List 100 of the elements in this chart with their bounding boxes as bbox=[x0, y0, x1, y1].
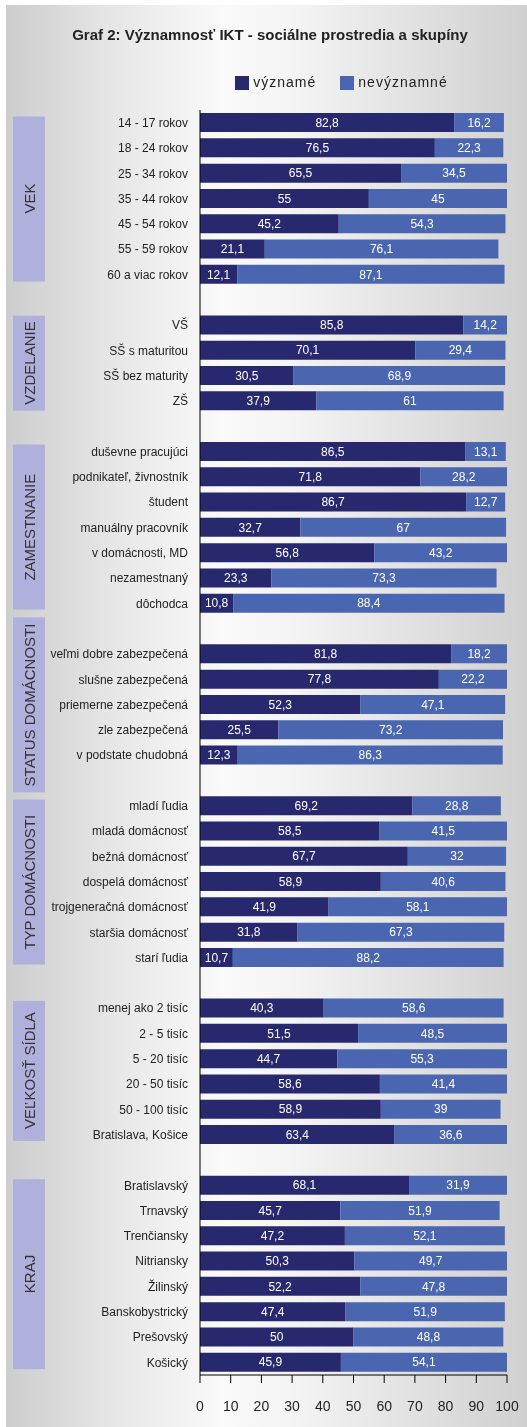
data-label: 73,2 bbox=[378, 723, 403, 737]
x-tick-label: 100 bbox=[495, 1397, 519, 1414]
data-label: 41,9 bbox=[252, 900, 277, 915]
data-label: 22,2 bbox=[461, 672, 485, 687]
data-label: 52,1 bbox=[413, 1229, 437, 1243]
data-label: 49,7 bbox=[419, 1254, 443, 1269]
x-tick-label: 20 bbox=[253, 1397, 270, 1414]
data-label: 77,8 bbox=[307, 672, 332, 687]
y-tick-label: starí ľudia bbox=[135, 950, 189, 965]
data-label: 45,9 bbox=[258, 1355, 283, 1370]
data-label: 40,6 bbox=[431, 874, 456, 889]
data-label: 36,6 bbox=[439, 1127, 463, 1142]
data-label: 85,8 bbox=[320, 318, 344, 333]
group-label-box: ZAMESTNANIE bbox=[13, 444, 45, 610]
y-tick-label: 18 - 24 rokov bbox=[117, 141, 188, 156]
data-label: 16,2 bbox=[467, 115, 492, 130]
data-label: 28,8 bbox=[444, 798, 469, 813]
data-label: 67,3 bbox=[389, 925, 413, 940]
y-tick-label: Žilinský bbox=[147, 1278, 188, 1294]
y-tick-label: Bratislavský bbox=[123, 1178, 188, 1193]
y-tick-label: menej ako 2 tisíc bbox=[97, 1001, 188, 1016]
y-tick-label: dôchodca bbox=[135, 596, 189, 611]
y-tick-label: 60 a viac rokov bbox=[107, 267, 188, 282]
data-label: 58,9 bbox=[278, 1102, 303, 1117]
legend-label: významé bbox=[253, 74, 317, 90]
data-label: 12,7 bbox=[473, 495, 498, 510]
data-label: 41,4 bbox=[431, 1077, 456, 1092]
data-label: 54,1 bbox=[412, 1355, 436, 1370]
data-label: 44,7 bbox=[256, 1051, 281, 1066]
x-tick-label: 90 bbox=[468, 1397, 485, 1414]
group-label-box: VZDELANIE bbox=[13, 315, 45, 411]
data-label: 55 bbox=[277, 191, 292, 206]
data-label: 50,3 bbox=[265, 1254, 290, 1269]
y-tick-label: 50 - 100 tisíc bbox=[119, 1102, 188, 1117]
data-label: 52,2 bbox=[268, 1279, 293, 1294]
x-tick-label: 0 bbox=[196, 1397, 205, 1414]
y-tick-label: 35 - 44 rokov bbox=[117, 191, 188, 206]
y-tick-label: Trnavský bbox=[139, 1203, 188, 1218]
data-label: 81,8 bbox=[313, 647, 338, 662]
data-label: 52,3 bbox=[268, 697, 293, 712]
y-tick-label: Bratislava, Košice bbox=[92, 1127, 189, 1142]
y-tick-label: Košický bbox=[146, 1355, 188, 1370]
data-label: 10,7 bbox=[204, 950, 229, 965]
y-tick-label: 25 - 34 rokov bbox=[117, 166, 188, 181]
data-label: 51,9 bbox=[413, 1304, 438, 1319]
x-tick-label: 80 bbox=[437, 1397, 454, 1414]
y-tick-label: Prešovský bbox=[132, 1330, 188, 1345]
data-label: 13,1 bbox=[473, 444, 498, 459]
data-label: 68,1 bbox=[292, 1178, 317, 1193]
data-label: 54,3 bbox=[410, 217, 435, 231]
x-tick-label: 30 bbox=[284, 1397, 301, 1414]
data-label: 39 bbox=[434, 1102, 448, 1117]
y-tick-label: staršia domácnosť bbox=[89, 925, 189, 940]
data-label: 88,4 bbox=[357, 596, 381, 611]
data-label: 65,5 bbox=[288, 166, 313, 181]
data-label: 34,5 bbox=[442, 166, 467, 181]
data-label: 58,1 bbox=[406, 900, 430, 915]
data-label: 43,2 bbox=[429, 545, 453, 560]
data-label: 70,1 bbox=[295, 343, 320, 358]
x-tick-label: 50 bbox=[345, 1397, 362, 1414]
y-tick-label: Nitriansky bbox=[135, 1254, 188, 1269]
y-tick-label: 2 - 5 tisíc bbox=[139, 1026, 188, 1041]
y-tick-label: duševne pracujúci bbox=[91, 444, 188, 459]
data-label: 18,2 bbox=[467, 647, 492, 662]
y-tick-label: VŠ bbox=[171, 317, 188, 333]
y-tick-label: Banskobystrický bbox=[101, 1305, 188, 1320]
data-label: 86,7 bbox=[321, 495, 346, 510]
y-tick-label: SŠ s maturitou bbox=[109, 342, 188, 358]
data-label: 31,9 bbox=[446, 1178, 471, 1193]
data-label: 67,7 bbox=[292, 849, 316, 864]
y-tick-label: 14 - 17 rokov bbox=[117, 115, 188, 130]
y-tick-label: veľmi dobre zabezpečená bbox=[50, 647, 189, 662]
data-label: 23,3 bbox=[224, 571, 248, 586]
data-label: 45,7 bbox=[258, 1203, 283, 1218]
data-label: 56,8 bbox=[275, 545, 300, 560]
x-tick-label: 40 bbox=[315, 1397, 331, 1414]
y-tick-label: mladá domácnosť bbox=[92, 824, 189, 839]
y-tick-label: 45 - 54 rokov bbox=[117, 217, 188, 232]
chart-title: Graf 2: Významnosť IKT - sociálne prostredia a skupíny bbox=[71, 26, 469, 43]
y-tick-label: 5 - 20 tisíc bbox=[132, 1052, 188, 1067]
data-label: 12,1 bbox=[206, 267, 231, 282]
y-tick-label: 20 - 50 tisíc bbox=[125, 1077, 188, 1092]
data-label: 86,3 bbox=[358, 748, 383, 763]
data-label: 82,8 bbox=[315, 115, 340, 130]
data-label: 69,2 bbox=[294, 798, 319, 813]
y-tick-label: mladí ľudia bbox=[129, 799, 189, 814]
data-label: 71,8 bbox=[298, 470, 323, 484]
data-label: 88,2 bbox=[356, 950, 381, 965]
data-label: 48,8 bbox=[416, 1330, 441, 1345]
data-label: 10,8 bbox=[204, 596, 229, 611]
data-label: 51,9 bbox=[408, 1203, 432, 1218]
data-label: 48,5 bbox=[420, 1026, 445, 1041]
data-label: 86,5 bbox=[321, 444, 345, 459]
x-tick-label: 60 bbox=[376, 1397, 393, 1414]
y-tick-label: manuálny pracovník bbox=[80, 520, 189, 535]
group-label-box: KRAJ bbox=[13, 1178, 45, 1369]
data-label: 58,6 bbox=[401, 1001, 426, 1016]
data-label: 12,3 bbox=[207, 748, 231, 763]
x-tick-label: 10 bbox=[222, 1397, 239, 1414]
data-label: 45,2 bbox=[257, 217, 282, 231]
